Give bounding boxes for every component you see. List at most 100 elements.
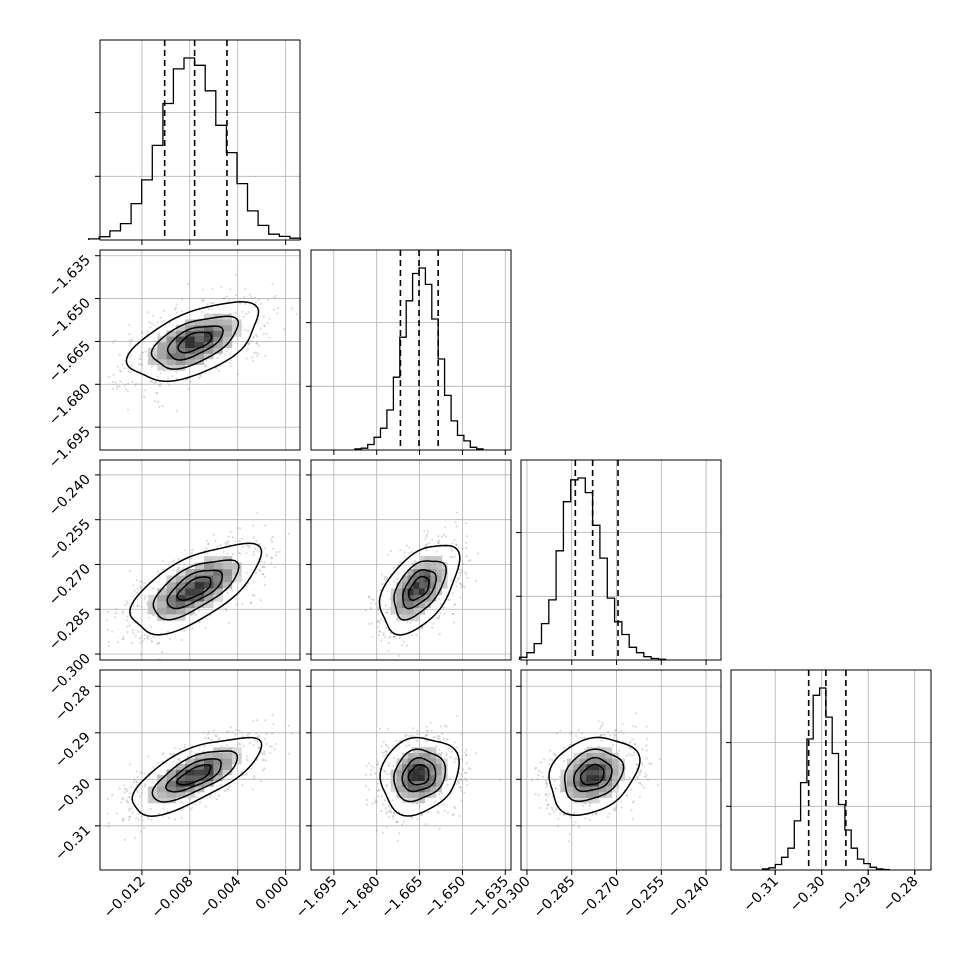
scatter-point: [371, 622, 374, 625]
scatter-point: [445, 725, 448, 728]
density-cell: [222, 758, 233, 765]
scatter-point: [223, 297, 226, 300]
scatter-point: [225, 295, 228, 298]
y-tick-label: −1.695: [46, 424, 94, 472]
scatter-point: [121, 819, 124, 822]
scatter-point: [452, 612, 455, 616]
scatter-point: [234, 598, 237, 601]
scatter-point: [426, 533, 429, 536]
scatter-point: [254, 333, 257, 336]
scatter-point: [239, 743, 242, 746]
density-cell: [402, 764, 408, 770]
scatter-point: [459, 582, 462, 585]
density-cell: [194, 336, 205, 343]
contour-line: [407, 575, 430, 601]
scatter-point: [385, 610, 388, 614]
scatter-point: [426, 530, 429, 533]
scatter-point: [137, 818, 141, 821]
density-cell: [579, 786, 587, 793]
scatter-point: [377, 763, 380, 766]
scatter-point: [384, 807, 387, 810]
scatter-point: [256, 354, 259, 358]
scatter-point: [283, 328, 286, 331]
scatter-point: [264, 354, 267, 357]
scatter-point: [546, 803, 549, 806]
scatter-point: [157, 334, 160, 337]
density-cell: [166, 786, 177, 793]
scatter-point: [569, 816, 572, 819]
scatter-point: [136, 791, 139, 794]
scatter-point: [395, 821, 398, 824]
scatter-point: [251, 356, 254, 359]
contour-line: [579, 763, 605, 786]
scatter-point: [147, 755, 150, 758]
scatter-point: [209, 794, 212, 797]
scatter-point: [385, 743, 388, 746]
scatter-point: [377, 608, 380, 611]
scatter-point: [645, 774, 648, 777]
density-cell: [424, 569, 431, 576]
density-cell: [579, 775, 587, 781]
scatter-point: [227, 789, 230, 792]
panel-3-1: [99, 459, 301, 661]
scatter-point: [392, 757, 395, 760]
density-cell: [592, 752, 600, 759]
scatter-point: [249, 601, 252, 604]
scatter-point: [244, 773, 247, 776]
scatter-point: [429, 721, 432, 724]
scatter-point: [615, 804, 619, 807]
scatter-point: [247, 582, 250, 585]
scatter-point: [628, 742, 631, 745]
scatter-point: [173, 559, 176, 562]
density-cell: [166, 775, 177, 781]
scatter-point: [614, 808, 617, 811]
density-cell: [147, 607, 158, 615]
scatter-point: [548, 812, 551, 816]
scatter-point: [123, 838, 126, 842]
scatter-point: [183, 629, 186, 632]
density-cell: [396, 786, 403, 793]
scatter-point: [139, 586, 142, 589]
scatter-point: [239, 302, 242, 305]
scatter-point: [378, 788, 381, 792]
density-cell: [560, 775, 568, 781]
scatter-point: [455, 580, 458, 583]
scatter-point: [418, 804, 421, 807]
scatter-point: [262, 768, 265, 772]
scatter-point: [131, 811, 134, 814]
scatter-point: [387, 815, 391, 818]
scatter-point: [238, 551, 241, 554]
scatter-point: [135, 780, 138, 784]
scatter-point: [377, 608, 380, 611]
scatter-point: [189, 380, 192, 383]
density-cell: [185, 575, 195, 583]
density-cell: [430, 594, 437, 602]
scatter-point: [175, 311, 179, 314]
scatter-point: [114, 612, 117, 615]
scatter-point: [263, 753, 266, 756]
scatter-point: [650, 762, 653, 765]
scatter-point: [123, 367, 126, 370]
scatter-point: [606, 730, 610, 734]
density-cell: [194, 588, 205, 596]
scatter-point: [425, 543, 429, 546]
panel-4-1: [99, 669, 301, 871]
scatter-point: [445, 752, 448, 755]
scatter-point: [240, 731, 243, 734]
density-cell: [194, 775, 205, 781]
scatter-point: [270, 745, 273, 748]
scatter-point: [271, 540, 274, 544]
density-cell: [194, 601, 205, 608]
scatter-point: [271, 732, 274, 735]
density-cell: [222, 747, 233, 754]
x-tick-label: −0.285: [531, 874, 579, 922]
scatter-point: [253, 351, 256, 354]
scatter-point: [242, 744, 245, 748]
density-cell: [592, 764, 600, 770]
density-cell: [175, 581, 186, 589]
scatter-point: [291, 732, 294, 735]
scatter-point: [570, 731, 573, 734]
scatter-point: [376, 619, 380, 622]
scatter-point: [636, 777, 640, 780]
scatter-point: [378, 621, 381, 624]
